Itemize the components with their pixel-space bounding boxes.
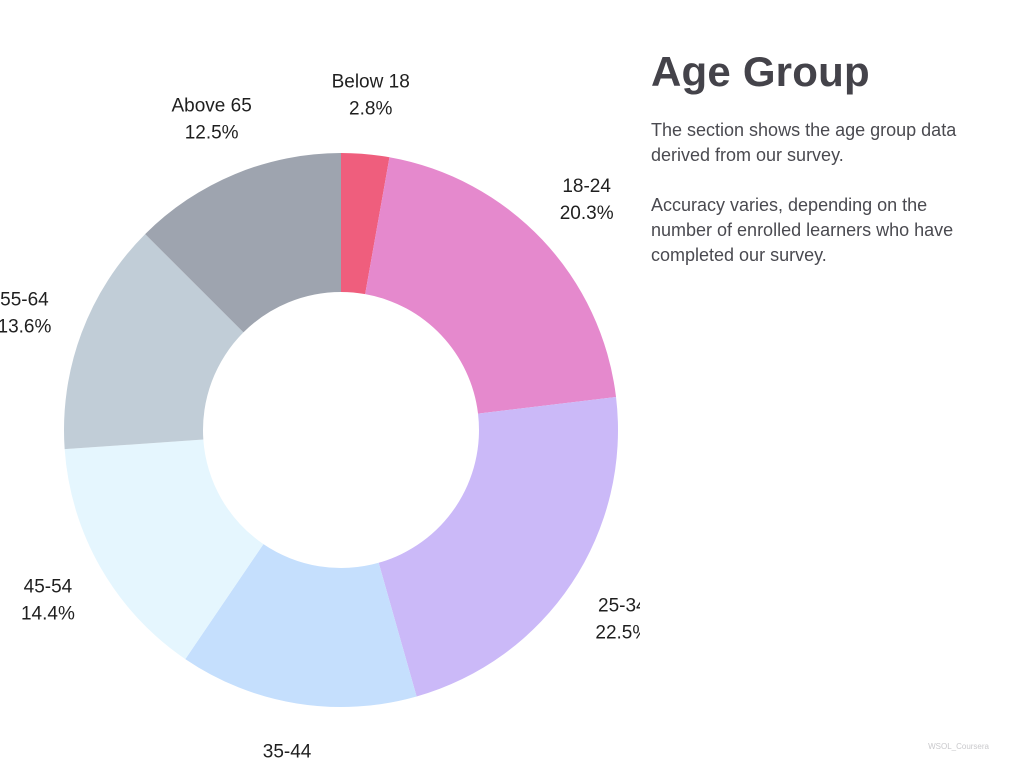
page-title: Age Group — [651, 48, 870, 95]
description-paragraph-2: Accuracy varies, depending on the number… — [651, 195, 954, 265]
slice-label-35-44: 35-4413.9% — [260, 742, 314, 768]
description-paragraph-1: The section shows the age group data der… — [651, 120, 957, 165]
slice-55-64 — [64, 234, 244, 450]
slice-category-25-34: 25-34 — [598, 595, 640, 616]
slice-value-45-54: 14.4% — [21, 603, 75, 624]
slice-category-55-64: 55-64 — [0, 290, 49, 311]
slice-value-below-18: 2.8% — [349, 98, 392, 119]
slice-category-35-44: 35-44 — [263, 742, 312, 763]
slice-category-18-24: 18-24 — [562, 176, 611, 197]
watermark: WSOL_Coursera — [928, 742, 989, 751]
slice-value-25-34: 22.5% — [595, 622, 640, 643]
slice-value-55-64: 13.6% — [0, 317, 51, 338]
slice-category-above-65: Above 65 — [172, 96, 252, 117]
slice-45-54 — [64, 439, 264, 660]
slice-category-below-18: Below 18 — [332, 71, 410, 92]
slice-label-above-65: Above 65 12.5% — [172, 96, 252, 144]
slice-value-18-24: 20.3% — [560, 203, 614, 224]
slice-18-24 — [365, 157, 617, 414]
slice-label-18-24: 18-24 20.3% — [560, 176, 614, 224]
info-panel: Age Group The section shows the age grou… — [651, 46, 991, 268]
slice-35-44 — [185, 544, 417, 708]
slice-value-above-65: 12.5% — [185, 123, 239, 144]
slice-label-45-54: 45-54 14.4% — [21, 576, 75, 624]
slice-below-18 — [341, 153, 390, 295]
slice-label-55-64: 55-64 13.6% — [0, 290, 51, 338]
slice-25-34 — [378, 397, 619, 697]
slice-label-25-34: 25-34 22.5% — [595, 595, 640, 643]
slice-category-45-54: 45-54 — [24, 576, 73, 597]
slice-label-below-18: Below 18 2.8% — [332, 71, 410, 119]
age-donut-chart: Below 182.8%18-2420.3%25-3422.5%35-4413.… — [0, 71, 640, 768]
slice-above-65 — [145, 153, 341, 333]
